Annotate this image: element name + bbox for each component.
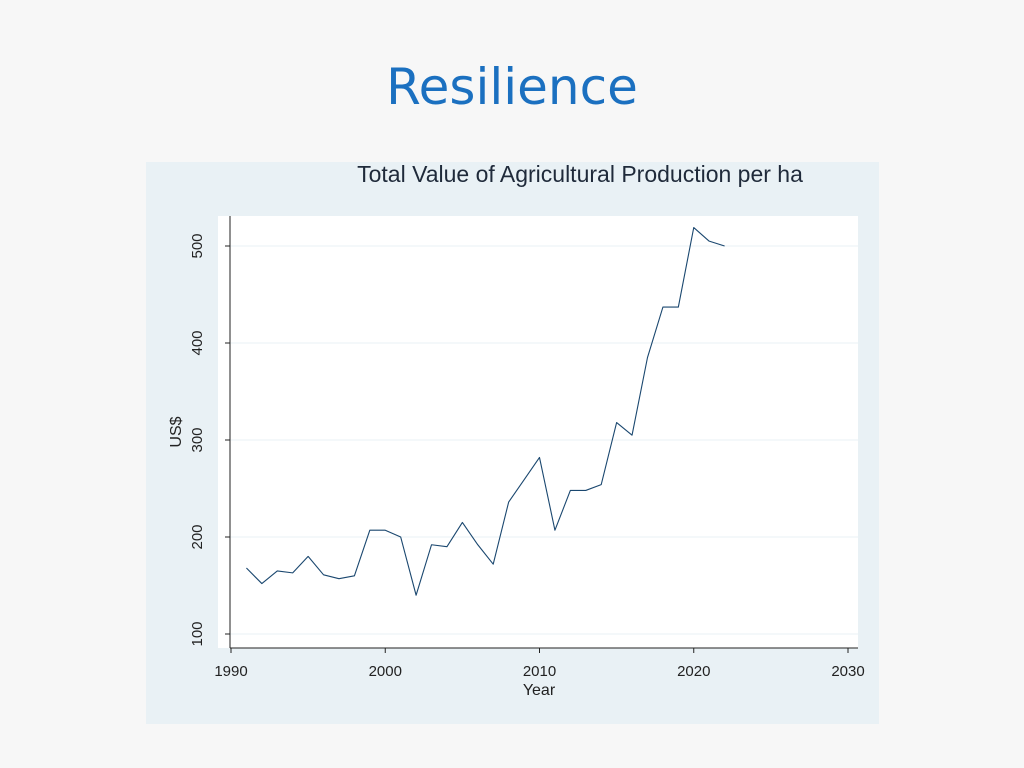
- data-point-2000: [384, 529, 386, 531]
- data-point-2016: [631, 434, 633, 436]
- data-point-2003: [430, 544, 432, 546]
- data-point-2010: [538, 456, 540, 458]
- data-point-2017: [646, 356, 648, 358]
- data-point-1997: [338, 578, 340, 580]
- data-point-1992: [261, 582, 263, 584]
- series-line: [246, 227, 725, 596]
- data-point-2005: [461, 521, 463, 523]
- axes: [225, 216, 858, 653]
- line-chart: Total Value of Agricultural Production p…: [168, 162, 865, 699]
- x-tick-label-1990: 1990: [214, 663, 247, 680]
- chart-panel: Total Value of Agricultural Production p…: [146, 162, 879, 724]
- data-point-2020: [693, 226, 695, 228]
- data-point-2007: [492, 563, 494, 565]
- data-point-2008: [507, 501, 509, 503]
- data-point-2022: [723, 245, 725, 247]
- data-point-2012: [569, 489, 571, 491]
- data-point-2006: [477, 544, 479, 546]
- y-tick-label-100: 100: [189, 621, 206, 646]
- data-point-2018: [662, 306, 664, 308]
- tick-labels: 100 200 300 400 500 1990 2000 2010 2020 2030: [189, 233, 865, 680]
- data-point-1998: [353, 575, 355, 577]
- data-point-2001: [399, 536, 401, 538]
- data-point-1995: [307, 555, 309, 557]
- y-tick-label-200: 200: [189, 524, 206, 549]
- chart-title: Total Value of Agricultural Production p…: [357, 162, 803, 187]
- plot-area: [218, 216, 858, 648]
- data-point-2013: [585, 489, 587, 491]
- x-axis-label: Year: [523, 682, 556, 699]
- data-point-1999: [369, 529, 371, 531]
- y-tick-label-300: 300: [189, 427, 206, 452]
- data-point-2014: [600, 483, 602, 485]
- data-point-2019: [677, 306, 679, 308]
- data-point-1991: [245, 567, 247, 569]
- data-point-2011: [554, 529, 556, 531]
- slide-title: Resilience: [386, 58, 638, 116]
- y-axis-label: US$: [168, 416, 185, 447]
- y-tick-label-500: 500: [189, 233, 206, 258]
- data-point-1994: [292, 572, 294, 574]
- x-tick-label-2020: 2020: [677, 663, 710, 680]
- x-tick-label-2000: 2000: [369, 663, 402, 680]
- data-point-2004: [446, 546, 448, 548]
- data-point-1996: [322, 574, 324, 576]
- x-tick-label-2030: 2030: [831, 663, 864, 680]
- data-point-2009: [523, 479, 525, 481]
- grid-lines: [230, 245, 858, 635]
- data-point-2015: [615, 421, 617, 423]
- x-tick-label-2010: 2010: [523, 663, 556, 680]
- data-point-1993: [276, 570, 278, 572]
- data-point-2021: [708, 240, 710, 242]
- data-point-2002: [415, 594, 417, 596]
- y-tick-label-400: 400: [189, 330, 206, 355]
- series-layer: [245, 226, 725, 596]
